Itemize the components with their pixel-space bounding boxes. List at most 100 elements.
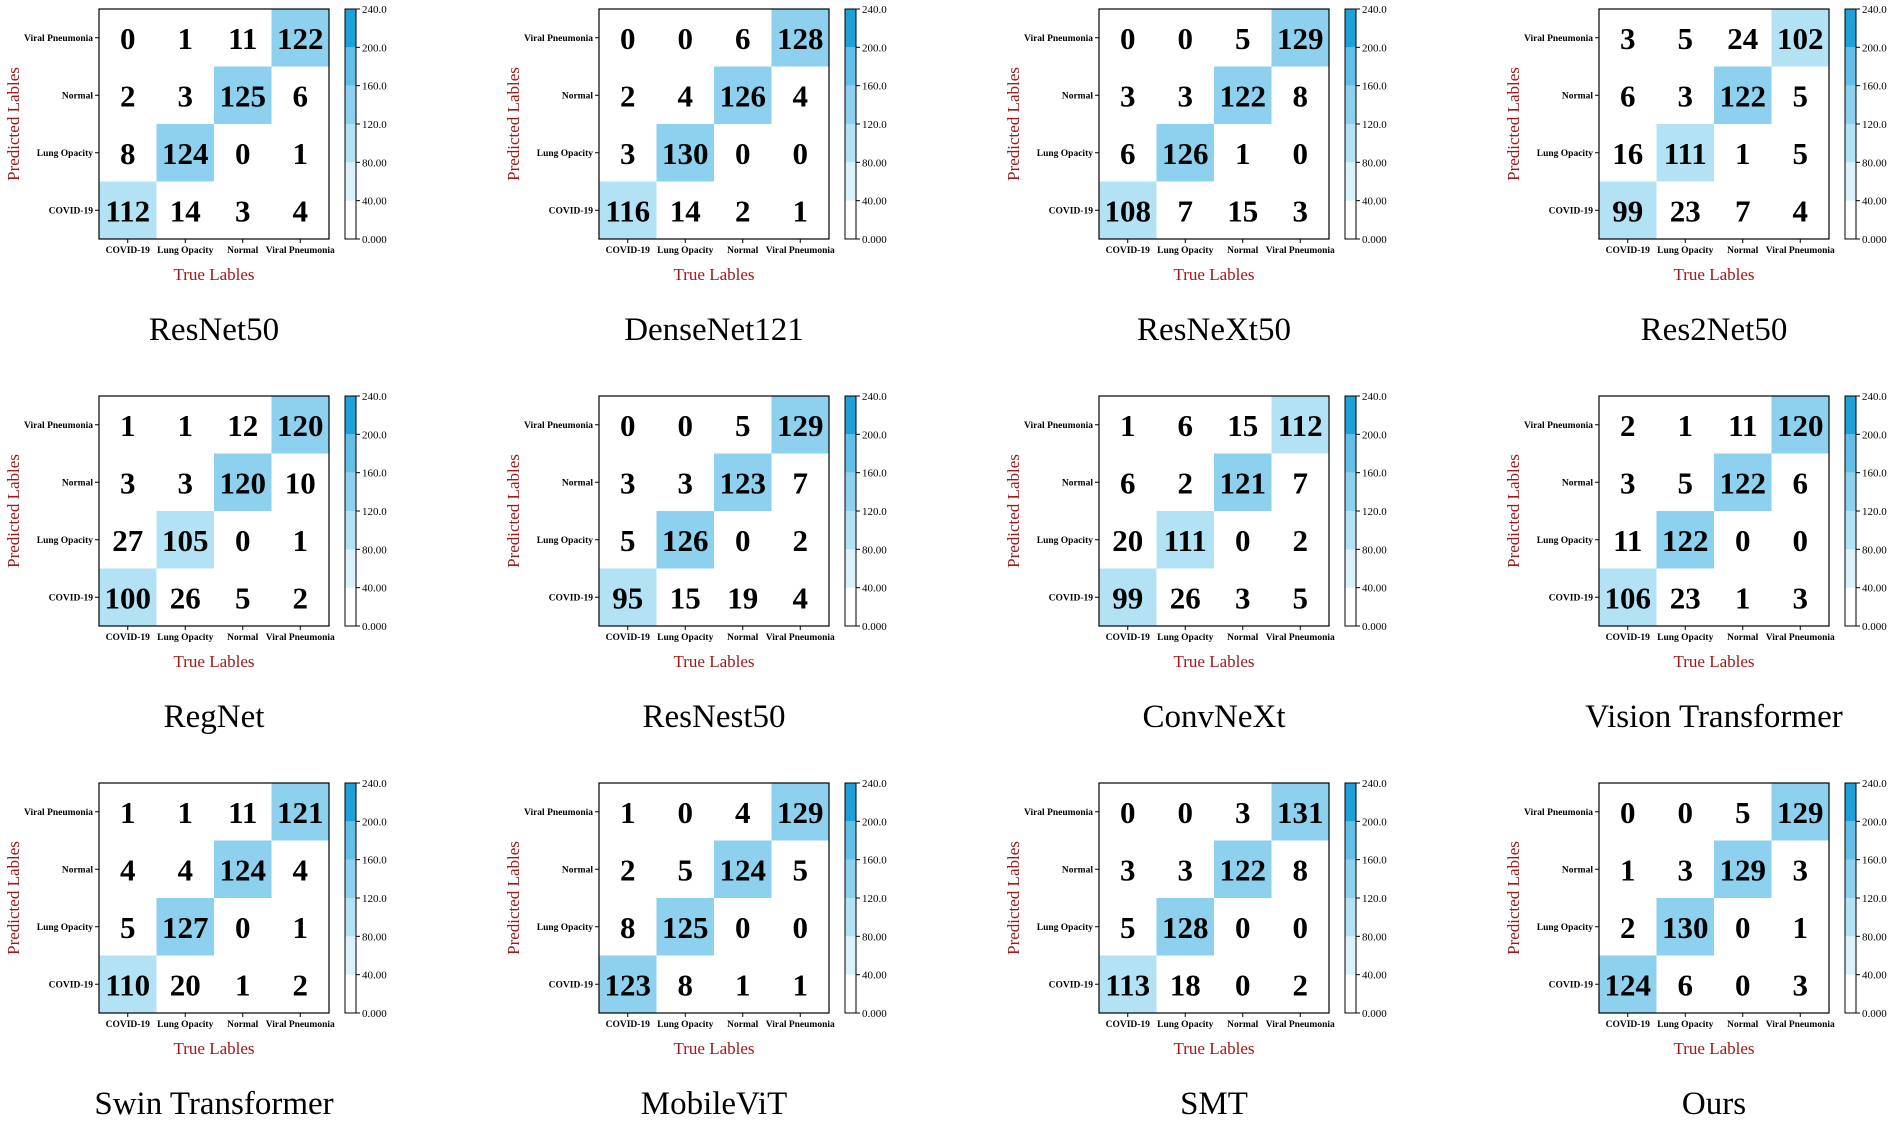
y-tick-label: Lung Opacity <box>37 923 93 933</box>
x-tick-label: Viral Pneumonia <box>266 1020 335 1030</box>
cell-value-label: 11 <box>228 21 257 56</box>
matrix-cell <box>1156 898 1214 956</box>
cell-value-label: 0 <box>793 910 809 945</box>
y-tick-label: Normal <box>62 478 93 488</box>
matrix-cell <box>771 840 829 898</box>
matrix-cell <box>1156 181 1214 239</box>
matrix-cell <box>771 66 829 124</box>
y-tick-label: Normal <box>562 91 593 101</box>
cell-value-label: 3 <box>1793 967 1809 1002</box>
cell-value-label: 5 <box>235 580 251 615</box>
cell-value-label: 3 <box>678 465 694 500</box>
matrix-cell <box>214 898 272 956</box>
colorbar-tick-label: 80.00 <box>362 544 387 556</box>
cell-value-label: 3 <box>178 465 194 500</box>
x-axis-label: True Lables <box>673 1039 754 1058</box>
colorbar-band <box>1345 434 1356 473</box>
matrix-cell <box>714 898 772 956</box>
matrix-cell <box>599 898 657 956</box>
colorbar-band <box>345 511 356 550</box>
matrix-cell <box>1099 396 1157 454</box>
matrix-cell <box>99 9 157 67</box>
cell-value-label: 129 <box>1277 21 1324 56</box>
x-tick-label: Normal <box>227 1020 258 1030</box>
cell-value-label: 0 <box>1235 523 1251 558</box>
cell-value-label: 0 <box>735 910 751 945</box>
matrix-cell <box>214 9 272 67</box>
matrix-cell <box>1714 955 1772 1013</box>
matrix-cell <box>656 66 714 124</box>
matrix-cell <box>1714 840 1772 898</box>
matrix-cell <box>1156 9 1214 67</box>
matrix-cell <box>1214 898 1272 956</box>
x-tick-label: Viral Pneumonia <box>1266 1020 1335 1030</box>
cell-value-label: 11 <box>228 795 257 830</box>
matrix-frame <box>598 8 830 240</box>
matrix-cell <box>1714 66 1772 124</box>
colorbar-band <box>345 396 356 435</box>
colorbar-band <box>345 783 356 822</box>
cell-value-label: 106 <box>1605 580 1652 615</box>
colorbar-tick-label: 80.00 <box>1362 157 1387 169</box>
matrix-cell <box>1771 955 1829 1013</box>
matrix-cell <box>214 840 272 898</box>
colorbar-tick-label: 160.0 <box>1862 81 1887 93</box>
cell-value-label: 7 <box>1178 193 1194 228</box>
matrix-cell <box>1656 898 1714 956</box>
x-axis-label: True Lables <box>1673 265 1754 284</box>
matrix-cell <box>1156 568 1214 626</box>
matrix-cell <box>1714 181 1772 239</box>
cell-value-label: 3 <box>120 465 136 500</box>
matrix-cell <box>1214 9 1272 67</box>
matrix-cell <box>1714 898 1772 956</box>
cell-value-label: 3 <box>178 78 194 113</box>
cell-value-label: 3 <box>1620 21 1636 56</box>
matrix-cell <box>771 181 829 239</box>
matrix-cell <box>214 124 272 182</box>
y-tick-label: COVID-19 <box>1549 980 1594 990</box>
colorbar-tick-label: 120.0 <box>1862 506 1887 518</box>
colorbar-band <box>1845 587 1856 626</box>
matrix-cell <box>271 124 329 182</box>
matrix-cell <box>1271 396 1329 454</box>
matrix-cell <box>1714 783 1772 841</box>
cell-value-label: 5 <box>793 852 809 887</box>
colorbar-tick-label: 240.0 <box>1862 391 1887 403</box>
matrix-cell <box>99 511 157 569</box>
cell-value-label: 122 <box>1720 465 1767 500</box>
y-tick-label: Viral Pneumonia <box>24 34 93 44</box>
cell-value-label: 3 <box>1178 78 1194 113</box>
x-tick-label: Viral Pneumonia <box>766 633 835 643</box>
colorbar-band <box>1845 821 1856 860</box>
cell-value-label: 120 <box>1777 408 1824 443</box>
cell-value-label: 122 <box>1662 523 1709 558</box>
matrix-cell <box>271 840 329 898</box>
y-tick-label: Viral Pneumonia <box>1024 34 1093 44</box>
colorbar-tick-label: 0.000 <box>862 621 887 633</box>
colorbar-tick-label: 120.0 <box>1362 506 1387 518</box>
matrix-cell <box>1656 181 1714 239</box>
matrix-cell <box>1599 66 1657 124</box>
y-tick-label: Lung Opacity <box>1537 923 1593 933</box>
matrix-cell <box>271 783 329 841</box>
matrix-cell <box>656 453 714 511</box>
colorbar-band <box>345 200 356 239</box>
matrix-cell <box>714 840 772 898</box>
model-title: ResNet50 <box>149 312 279 348</box>
matrix-cell <box>1156 124 1214 182</box>
colorbar-band <box>345 9 356 48</box>
matrix-cell <box>1099 181 1157 239</box>
y-axis-label: Predicted Lables <box>1004 454 1023 568</box>
cell-value-label: 5 <box>678 852 694 887</box>
cell-value-label: 0 <box>1793 523 1809 558</box>
cell-value-label: 7 <box>1293 465 1309 500</box>
colorbar-tick-label: 240.0 <box>862 391 887 403</box>
cell-value-label: 26 <box>170 580 201 615</box>
colorbar-band <box>345 587 356 626</box>
colorbar-tick-label: 80.00 <box>1862 544 1887 556</box>
cell-value-label: 6 <box>1620 78 1636 113</box>
matrix-cell <box>1714 568 1772 626</box>
matrix-cell <box>714 955 772 1013</box>
